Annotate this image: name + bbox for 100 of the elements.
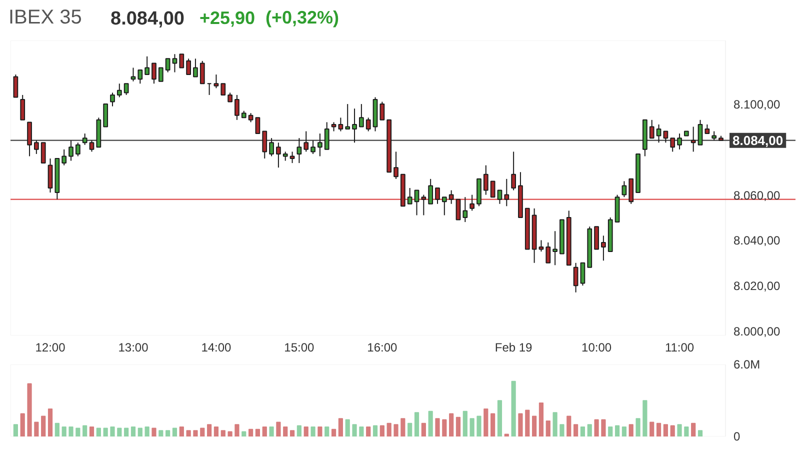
candlestick [304, 130, 309, 152]
candlestick [310, 140, 316, 154]
bar [580, 426, 586, 436]
candlestick [573, 262, 578, 293]
bar [82, 425, 88, 436]
x-tick-label: 16:00 [367, 340, 398, 354]
bar [650, 422, 654, 436]
bar [414, 412, 420, 436]
bar [442, 419, 447, 436]
y-tick-label: 0 [734, 430, 740, 444]
candlestick [511, 151, 516, 191]
y-tick-label: 8.100,00 [734, 98, 781, 112]
candlestick [179, 54, 184, 68]
candlestick [248, 112, 254, 123]
bar [89, 426, 94, 436]
candlestick [262, 130, 268, 159]
candlestick [670, 138, 676, 152]
bar [117, 428, 122, 436]
y-tick-label: 8.020,00 [734, 279, 781, 294]
candlestick [470, 194, 475, 212]
candlestick [282, 151, 288, 162]
bar [601, 419, 606, 436]
candlestick [656, 124, 662, 144]
bar [96, 428, 101, 436]
bar [421, 422, 426, 436]
candlestick [504, 178, 510, 207]
bar [449, 413, 454, 436]
bar [290, 430, 295, 436]
bar [76, 428, 80, 436]
bar [532, 416, 537, 436]
candlestick [649, 119, 654, 139]
bar [594, 419, 599, 436]
bar [552, 412, 558, 436]
y-tick-label: 8.000,00 [734, 324, 781, 338]
bar [359, 426, 364, 436]
bar [318, 426, 322, 436]
bar [691, 422, 696, 436]
candlestick [89, 140, 94, 152]
bar [518, 413, 523, 436]
bar [380, 425, 384, 436]
bar [684, 426, 689, 436]
bar [656, 422, 662, 436]
bar [110, 426, 115, 436]
candlestick [428, 178, 434, 204]
bar [269, 426, 274, 436]
bar [525, 410, 530, 436]
bar [331, 428, 336, 436]
y-tick-label: 8.040,00 [734, 234, 781, 248]
candlestick [448, 190, 454, 204]
bar [490, 413, 496, 436]
candlestick [200, 60, 205, 84]
candlestick [20, 94, 26, 120]
bar [276, 422, 281, 436]
candlestick [68, 140, 74, 162]
candlestick [601, 235, 606, 262]
candlestick [704, 124, 710, 134]
candlestick [269, 138, 274, 157]
bar [144, 426, 150, 436]
candlestick [116, 83, 122, 98]
candlestick [712, 130, 717, 141]
x-tick-label: 11:00 [664, 340, 694, 354]
candlestick [380, 101, 385, 120]
candlestick [193, 58, 198, 78]
candlestick [220, 83, 226, 96]
bar [54, 422, 60, 436]
bar [68, 426, 74, 436]
bar [698, 430, 703, 436]
bar [338, 418, 343, 436]
bar [587, 424, 592, 436]
bar [130, 426, 136, 436]
candlestick [538, 240, 544, 252]
bar [158, 430, 164, 436]
candlestick [331, 122, 336, 132]
candlestick [165, 58, 170, 73]
bar [352, 424, 357, 436]
bar [193, 430, 198, 436]
x-tick-label: Feb 19 [494, 340, 533, 354]
bar [511, 380, 516, 436]
bar [663, 424, 668, 436]
candlestick [34, 140, 39, 154]
bar [304, 426, 308, 436]
candlestick [414, 190, 420, 216]
bar [470, 418, 474, 436]
candlestick [483, 164, 488, 196]
bar [296, 425, 302, 436]
candlestick [663, 130, 668, 144]
bar [546, 420, 550, 436]
chart-title: IBEX 35 [8, 6, 82, 28]
bar [400, 418, 406, 436]
candlestick [48, 158, 53, 194]
candlestick [594, 226, 599, 250]
bar [642, 400, 648, 436]
x-tick-label: 13:00 [118, 340, 149, 354]
bar [366, 426, 371, 436]
ref-line-label: 8.084,00 [732, 132, 784, 148]
x-tick-label: 14:00 [201, 340, 232, 354]
candlestick [318, 133, 322, 157]
candlestick [124, 83, 129, 96]
bar [386, 422, 392, 436]
candlestick [352, 108, 357, 144]
